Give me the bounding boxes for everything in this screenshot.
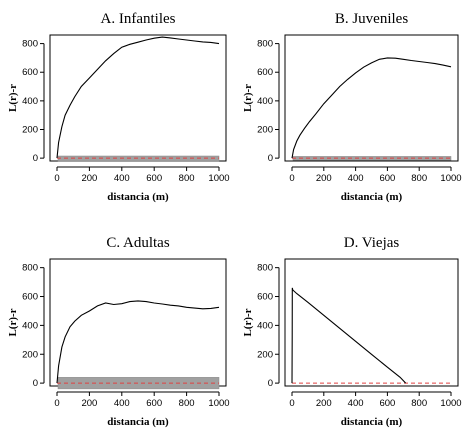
- x-tick-label: 200: [81, 398, 97, 409]
- x-tick-label: 1000: [440, 398, 461, 409]
- x-tick-label: 200: [316, 173, 332, 184]
- x-tick-label: 600: [146, 173, 162, 184]
- panel-title: C. Adultas: [106, 235, 170, 251]
- y-tick-label: 400: [257, 320, 273, 331]
- x-tick-label: 600: [146, 398, 162, 409]
- plot-frame: [284, 34, 459, 162]
- y-tick-label: 400: [257, 96, 273, 107]
- y-tick-label: 800: [22, 263, 38, 274]
- x-tick-label: 0: [54, 173, 59, 184]
- plot-frame: [284, 258, 459, 387]
- panel-title: A. Infantiles: [101, 11, 176, 27]
- y-tick-label: 600: [257, 67, 273, 78]
- y-tick-label: 800: [22, 39, 38, 50]
- y-tick-label: 0: [268, 153, 273, 164]
- y-tick-label: 200: [257, 125, 273, 136]
- y-axis-title: L(r)-r: [7, 308, 19, 336]
- plot-frame: [49, 34, 227, 162]
- x-axis-title: distancia (m): [341, 191, 403, 203]
- y-tick-label: 0: [33, 378, 38, 389]
- x-tick-label: 1000: [208, 173, 229, 184]
- x-tick-label: 800: [411, 398, 427, 409]
- panel-3: C. Adultas 0 200 400 600 800 1000 0 200 400 600 800…: [7, 235, 230, 428]
- simulation-envelope: [57, 155, 220, 162]
- x-tick-label: 400: [114, 173, 130, 184]
- y-axis-title: L(r)-r: [7, 84, 19, 112]
- plot-frame: [49, 258, 227, 387]
- observed-line: [291, 287, 407, 384]
- panel-4: D. Viejas 0 200 400 600 800 1000 0 200 400 600 800 d…: [242, 235, 462, 428]
- y-tick-label: 800: [257, 263, 273, 274]
- x-tick-label: 400: [348, 173, 364, 184]
- x-tick-label: 0: [54, 398, 59, 409]
- x-tick-label: 800: [179, 173, 195, 184]
- y-tick-label: 400: [22, 96, 38, 107]
- x-axis-title: distancia (m): [341, 416, 403, 428]
- x-tick-label: 800: [411, 173, 427, 184]
- simulation-envelope: [57, 377, 220, 390]
- observed-line: [56, 36, 220, 159]
- x-tick-label: 1000: [440, 173, 461, 184]
- y-tick-label: 0: [33, 153, 38, 164]
- x-tick-label: 600: [379, 398, 395, 409]
- y-tick-label: 600: [22, 67, 38, 78]
- x-tick-label: 1000: [208, 398, 229, 409]
- panel-title: D. Viejas: [344, 235, 400, 251]
- y-tick-label: 200: [22, 125, 38, 136]
- y-tick-label: 400: [22, 320, 38, 331]
- y-tick-label: 200: [22, 349, 38, 360]
- panel-title: B. Juveniles: [335, 11, 408, 27]
- y-tick-label: 800: [257, 39, 273, 50]
- panel-1: A. Infantiles 0 200 400 600 800 1000 0 200 400 600…: [7, 11, 230, 203]
- observed-line: [56, 300, 220, 384]
- x-tick-label: 400: [348, 398, 364, 409]
- y-tick-label: 200: [257, 349, 273, 360]
- y-axis-title: L(r)-r: [242, 84, 254, 112]
- y-tick-label: 600: [22, 292, 38, 303]
- x-tick-label: 800: [179, 398, 195, 409]
- x-tick-label: 0: [289, 173, 294, 184]
- x-axis-title: distancia (m): [107, 191, 169, 203]
- x-tick-label: 600: [379, 173, 395, 184]
- x-tick-label: 200: [81, 173, 97, 184]
- x-tick-label: 0: [289, 398, 294, 409]
- panel-2: B. Juveniles 0 200 400 600 800 1000 0 200 400 600 8…: [242, 11, 462, 203]
- y-axis-title: L(r)-r: [242, 308, 254, 336]
- x-tick-label: 400: [114, 398, 130, 409]
- y-tick-label: 0: [268, 378, 273, 389]
- x-axis-title: distancia (m): [107, 416, 169, 428]
- y-tick-label: 600: [257, 292, 273, 303]
- observed-line: [291, 57, 452, 159]
- x-tick-label: 200: [316, 398, 332, 409]
